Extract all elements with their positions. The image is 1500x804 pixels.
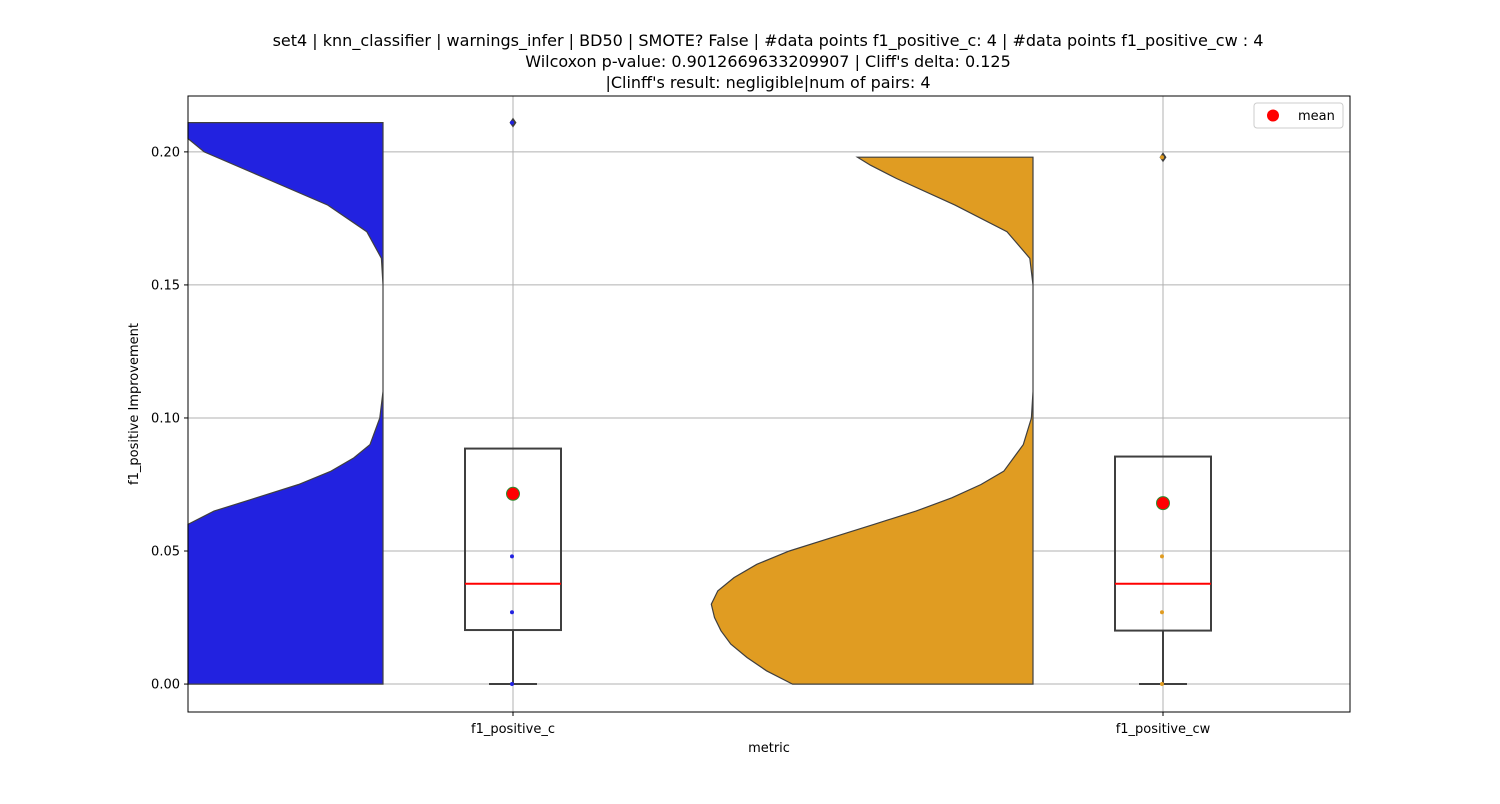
box-layer <box>464 117 1212 687</box>
chart-title-line-3: |Clinff's result: negligible|num of pair… <box>605 73 930 92</box>
mean-marker-f1_positive_cw <box>1156 496 1170 511</box>
violin-f1_positive_cw <box>710 156 1034 685</box>
mean-marker-f1_positive_c <box>506 486 520 501</box>
chart-title-line-1: set4 | knn_classifier | warnings_infer |… <box>273 31 1264 51</box>
legend-mean-marker <box>1267 109 1279 122</box>
y-tick-label: 0.20 <box>151 145 180 160</box>
data-point-f1_positive_cw <box>1160 554 1164 559</box>
data-point-f1_positive_c <box>510 120 514 125</box>
violin-layer <box>187 122 1034 685</box>
y-tick-label: 0.00 <box>151 678 180 693</box>
x-tick-label: f1_positive_cw <box>1116 722 1211 737</box>
y-tick-label: 0.15 <box>151 278 180 293</box>
data-point-f1_positive_cw <box>1160 682 1164 687</box>
legend: mean <box>1253 102 1344 129</box>
data-point-f1_positive_cw <box>1160 610 1164 615</box>
axis-layer: 0.00 0.05 0.10 0.15 0.20 f1_positive_c f1_posi… <box>151 145 1211 737</box>
y-tick-label: 0.10 <box>151 411 180 426</box>
y-axis-label: f1_positive Improvement <box>127 323 142 485</box>
box-f1_positive_cw <box>1114 455 1212 632</box>
plot-frame <box>187 95 1351 713</box>
chart-title-line-2: Wilcoxon p-value: 0.9012669633209907 | C… <box>525 52 1011 71</box>
x-tick-label: f1_positive_c <box>471 722 555 737</box>
data-point-f1_positive_c <box>510 682 514 687</box>
x-axis-label: metric <box>748 741 790 756</box>
legend-mean-label: mean <box>1298 109 1335 124</box>
legend-frame <box>1253 102 1344 129</box>
data-point-f1_positive_cw <box>1160 155 1164 160</box>
violin-f1_positive_c <box>187 122 384 685</box>
box-f1_positive_c <box>464 447 562 632</box>
data-point-f1_positive_c <box>510 554 514 559</box>
data-point-f1_positive_c <box>510 610 514 615</box>
y-tick-label: 0.05 <box>151 545 180 560</box>
